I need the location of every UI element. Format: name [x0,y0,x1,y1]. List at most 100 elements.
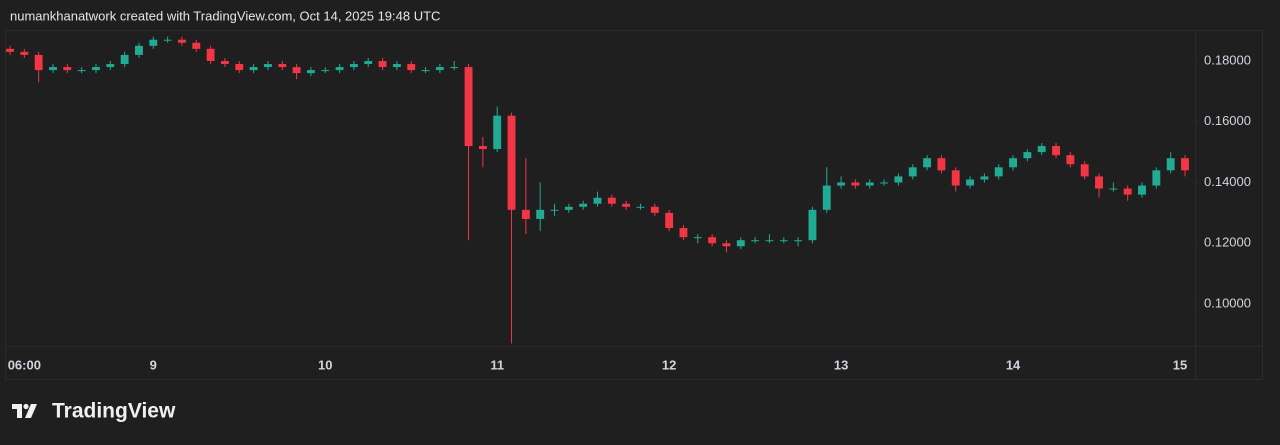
candle-body [908,167,917,177]
candle-body [135,45,143,55]
candle-body [851,182,860,186]
candle-body [579,203,588,207]
y-tick-label: 0.10000 [1204,295,1251,310]
y-tick-label: 0.14000 [1204,174,1251,189]
candle-body [880,182,889,184]
candle-body [507,115,516,210]
candle-body [693,237,702,239]
y-tick-label: 0.16000 [1204,113,1251,128]
candle-body [521,209,530,219]
candle-body [435,67,444,71]
logo-icon-dot [23,403,29,410]
candle-body [263,64,272,68]
logo-icon-part [12,404,22,418]
candle-body [178,39,186,43]
candle-body [894,176,903,183]
candle-body [493,115,502,150]
y-tick-label: 0.18000 [1204,52,1251,67]
candle-body [593,197,602,204]
candle-body [550,209,559,211]
candle-body [49,67,57,71]
y-tick-label: 0.12000 [1204,235,1251,250]
candle-body [407,64,416,71]
candle-body [650,206,659,213]
candle-body [6,48,14,52]
candle-body [349,64,358,68]
candle-body [392,64,401,68]
chart-frame [5,30,1263,380]
candle-body [794,240,803,242]
candle-body [321,70,330,72]
candle-body [220,60,229,65]
candle-body [1181,158,1189,171]
candle-body [1080,164,1089,177]
candle-body [249,67,258,71]
x-tick-label: 9 [150,357,157,372]
x-tick-label: 12 [662,357,676,372]
candle-body [536,209,545,219]
candle-body [1123,188,1132,195]
candle-body [1152,170,1161,186]
candle-body [722,243,731,247]
candle-body [306,70,315,74]
candle-body [335,67,344,71]
candle-body [421,70,430,72]
candle-body [192,42,201,49]
candle-body [478,146,487,150]
candle-body [206,48,215,61]
candle-body [994,167,1003,177]
candle-body [1009,158,1017,168]
x-tick-label: 10 [318,357,332,372]
candle-body [679,228,688,238]
candle-body [951,170,960,186]
candle-body [708,237,717,244]
candle-body [1109,188,1118,190]
candle-body [765,240,774,242]
candle-body [20,51,29,55]
candle-body [77,70,86,72]
candle-body [1023,152,1032,159]
x-tick-label: 15 [1173,357,1187,372]
candle-body [34,54,43,71]
candle-body [665,212,674,229]
candle-body [636,206,645,208]
tradingview-logo: TradingView [12,400,176,423]
candle-body [149,39,158,46]
x-tick-label: 14 [1006,357,1021,372]
candle-body [837,182,846,186]
header-text: numankhanatwork created with TradingView… [10,8,440,23]
candle-body [450,67,459,69]
candle-body [1095,176,1103,189]
candle-body [923,158,932,168]
candle-body [966,179,975,186]
candle-body [779,240,788,242]
logo-icon-part [25,404,37,418]
candle-body [235,64,244,71]
candle-body [980,176,989,180]
plot-area: 0.18000 0.16000 0.14000 0.12000 0.10000 06:00… [6,36,1251,372]
candle-body [822,185,831,210]
candle-body [937,158,946,171]
candle-body [378,60,387,68]
candle-body [1037,146,1046,153]
candle-body [63,67,72,71]
candle-body [92,67,100,71]
candle-body [1066,155,1075,165]
logo-text: TradingView [52,400,176,423]
candle-body [736,240,745,247]
candle-body [607,197,616,204]
candle-body [1166,158,1175,171]
candle-body [751,240,760,242]
candle-body [464,67,473,147]
candle-body [292,67,301,74]
candle-body [808,209,817,241]
candle-body [364,60,373,65]
candle-body [278,64,287,68]
x-tick-label: 11 [490,357,504,372]
candle-body [564,206,573,210]
candle-body [1138,185,1146,195]
x-tick-label: 13 [834,357,848,372]
